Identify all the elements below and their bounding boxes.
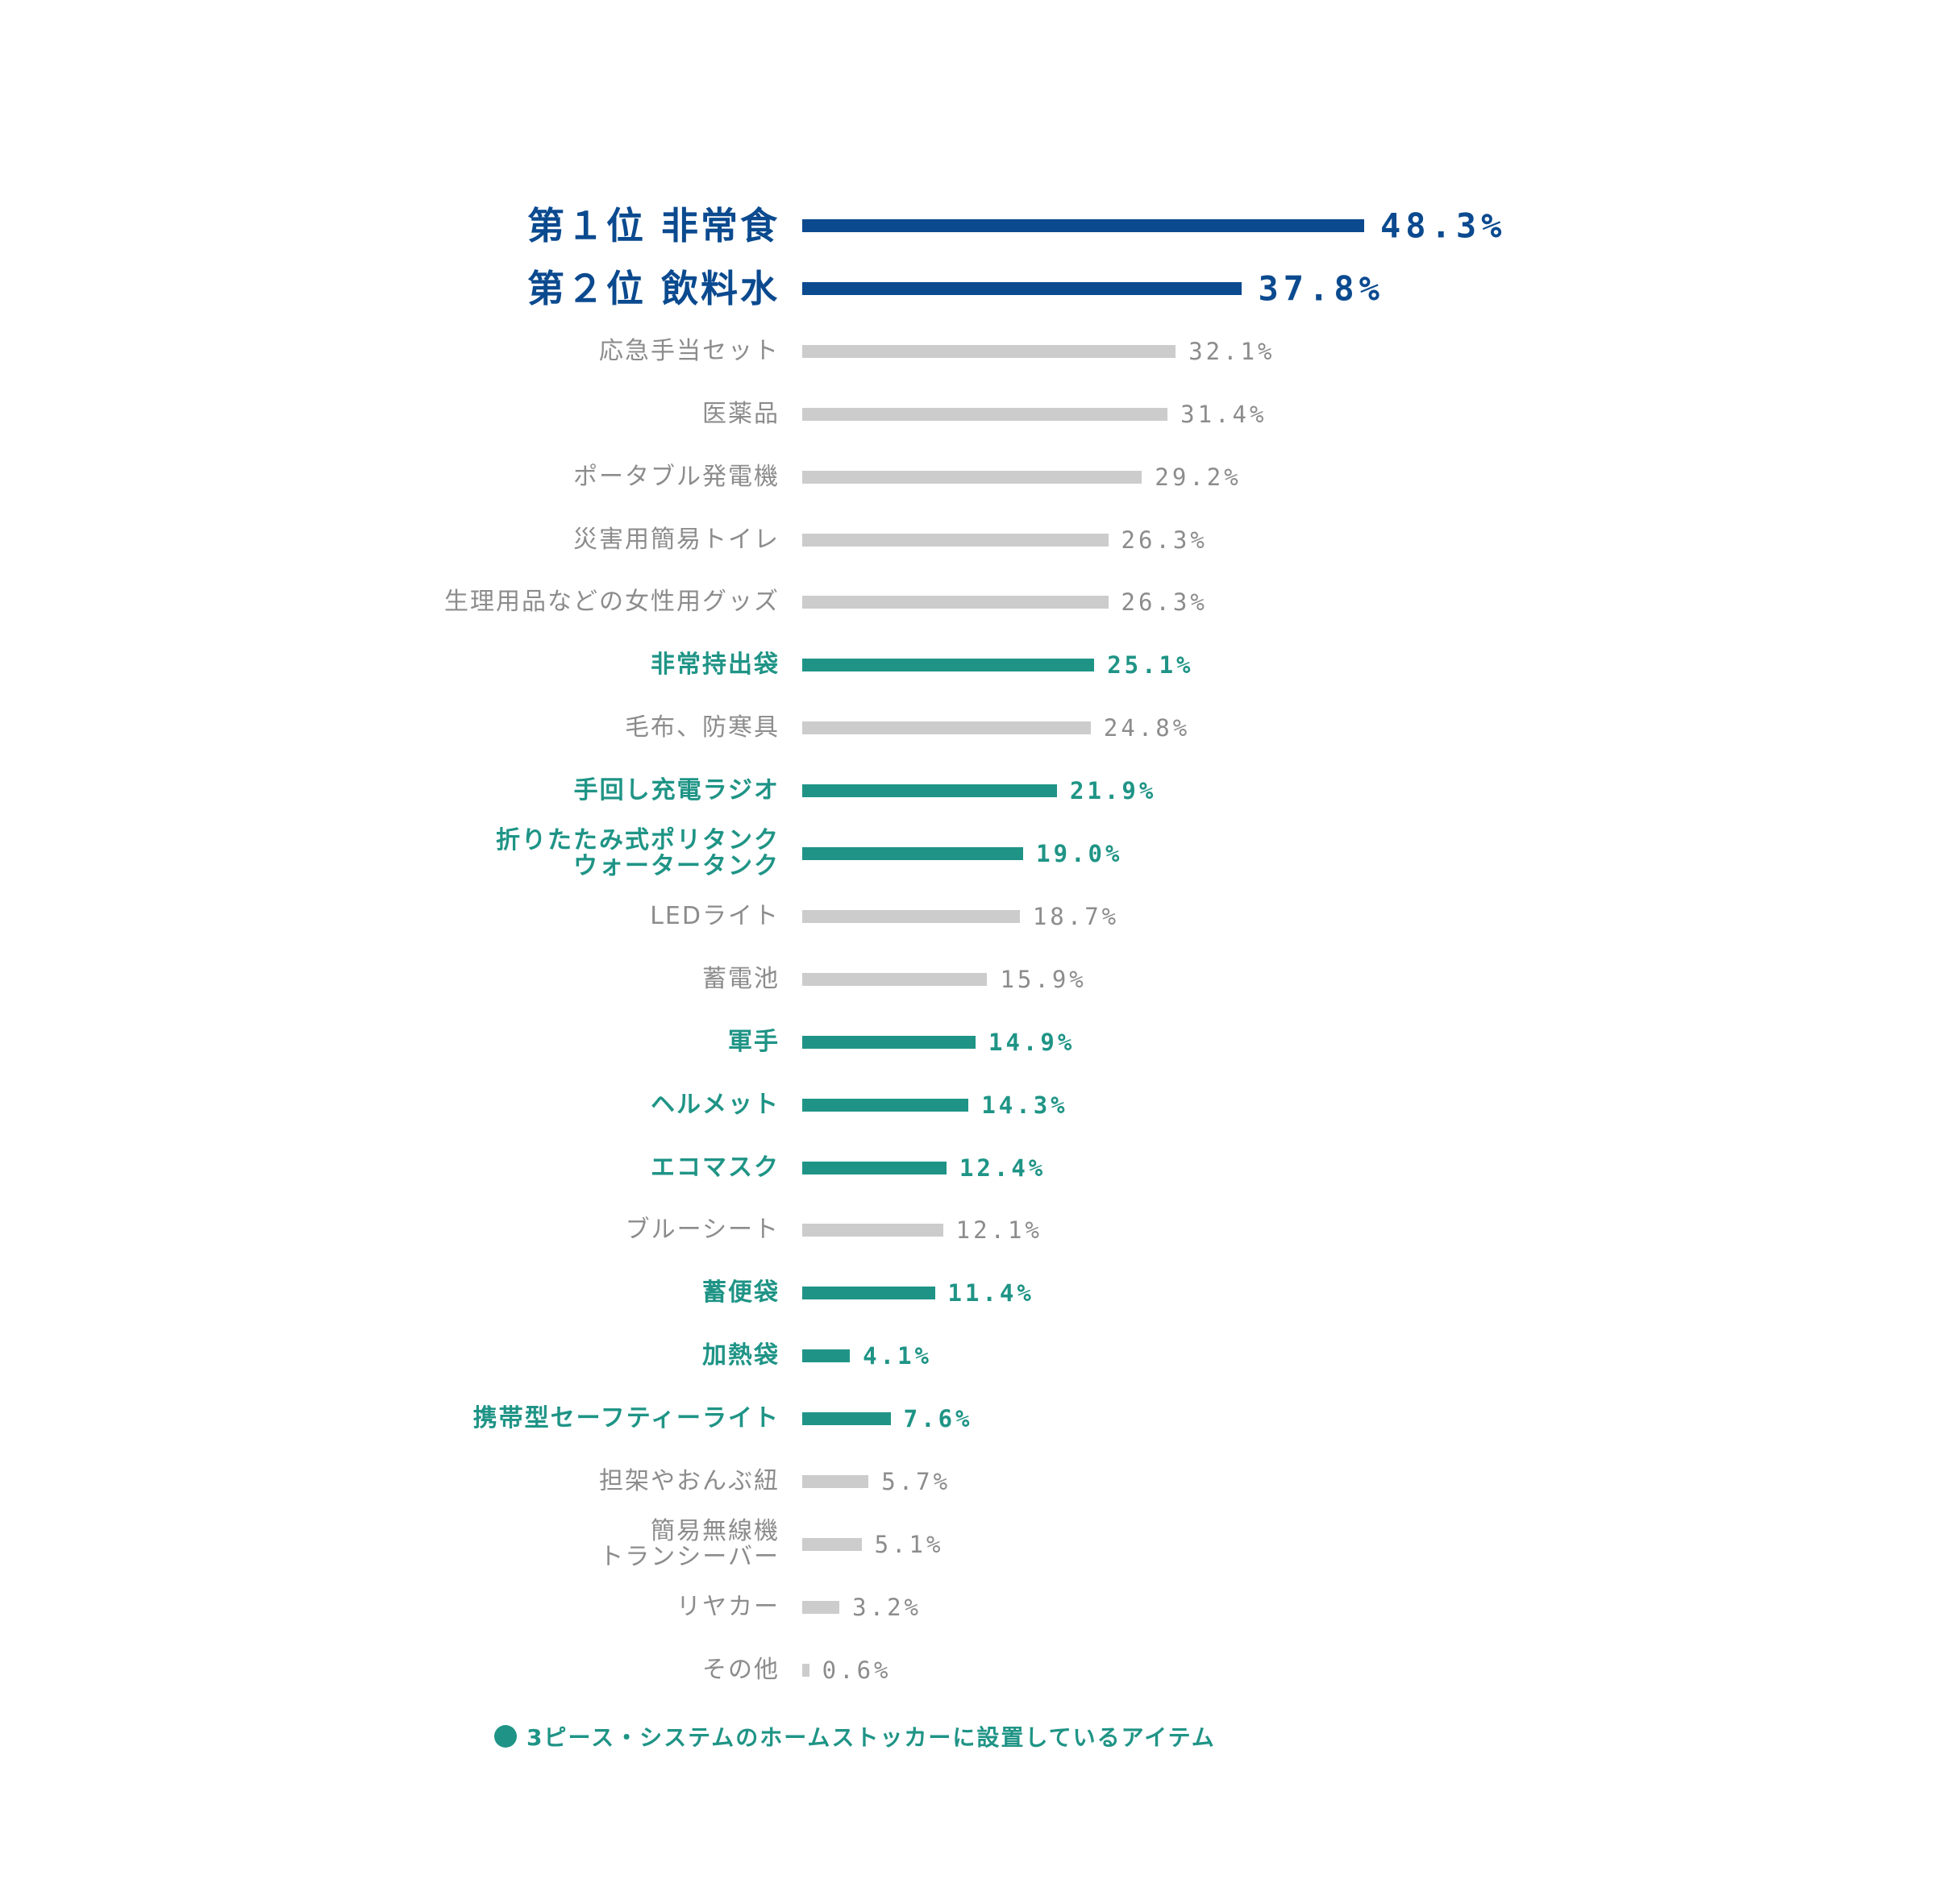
category-label: LEDライト (650, 901, 780, 930)
bar (802, 1600, 840, 1614)
value-label: 4.1% (863, 1342, 932, 1370)
bar (802, 596, 1109, 609)
bar (802, 281, 1242, 295)
value-label: 14.9% (988, 1028, 1076, 1056)
chart-legend: 3ピース・システムのホームストッカーに設置しているアイテム (494, 1720, 1216, 1752)
category-label: 応急手当セット (599, 336, 780, 365)
bar (802, 721, 1091, 735)
category-label: 医薬品 (702, 399, 780, 428)
value-label: 0.6% (822, 1656, 892, 1684)
value-label: 31.4% (1180, 400, 1267, 428)
value-label: 5.7% (881, 1468, 951, 1495)
category-label: 手回し充電ラジオ (573, 776, 780, 805)
value-label: 19.0% (1036, 840, 1123, 867)
bar (802, 470, 1142, 484)
value-label: 12.4% (959, 1154, 1047, 1182)
value-label: 5.1% (874, 1530, 944, 1558)
bar (802, 659, 1095, 672)
bar (802, 1035, 976, 1049)
value-label: 25.1% (1107, 651, 1194, 680)
bar (802, 344, 1176, 358)
category-label: 生理用品などの女性用グッズ (444, 588, 780, 617)
value-label: 21.9% (1070, 777, 1157, 805)
legend-label: 3ピース・システムのホームストッカーに設置しているアイテム (526, 1724, 1216, 1751)
bar (802, 407, 1168, 421)
legend-dot-icon (494, 1725, 517, 1748)
bar (802, 1412, 891, 1426)
bar (802, 972, 988, 986)
value-label: 48.3% (1380, 206, 1507, 246)
bar (802, 1098, 969, 1112)
bar (802, 533, 1109, 547)
category-label: 加熱袋 (702, 1341, 780, 1370)
bar (802, 909, 1020, 923)
bar (802, 1475, 869, 1488)
category-label: ブルーシート (625, 1216, 780, 1245)
value-label: 11.4% (947, 1279, 1034, 1307)
value-label: 24.8% (1103, 714, 1191, 742)
category-label: 毛布、防寒具 (625, 713, 780, 742)
bar (802, 219, 1364, 232)
category-label: 担架やおんぶ紐 (599, 1467, 780, 1495)
bar (802, 1663, 809, 1677)
bar (802, 847, 1024, 860)
value-label: 26.3% (1121, 526, 1208, 554)
category-label: エコマスク (651, 1153, 780, 1182)
category-label: 携帯型セーフティーライト (472, 1404, 780, 1433)
value-label: 37.8% (1258, 268, 1384, 309)
value-label: 12.1% (955, 1216, 1042, 1245)
category-label: 第２位 飲料水 (526, 266, 780, 310)
category-label: 蓄便袋 (702, 1278, 780, 1307)
value-label: 18.7% (1032, 902, 1120, 930)
category-label: リヤカー (676, 1592, 780, 1621)
value-label: 29.2% (1155, 463, 1242, 491)
bar (802, 1349, 851, 1363)
category-label: 第１位 非常食 (526, 204, 780, 247)
value-label: 26.3% (1121, 588, 1208, 617)
bar (802, 1287, 935, 1300)
category-label: 災害用簡易トイレ (573, 525, 780, 554)
bar (802, 784, 1058, 798)
value-label: 32.1% (1188, 337, 1275, 365)
category-label: ポータブル発電機 (573, 462, 780, 491)
bar (802, 1161, 947, 1174)
category-label: 軍手 (728, 1027, 780, 1056)
bar (802, 1224, 943, 1237)
category-label: その他 (702, 1655, 780, 1684)
category-label: ヘルメット (651, 1090, 780, 1119)
value-label: 15.9% (1000, 965, 1087, 993)
bar (802, 1537, 862, 1551)
value-label: 14.3% (981, 1091, 1068, 1119)
category-label: 簡易無線機 トランシーバー (599, 1516, 780, 1571)
category-label: 蓄電池 (702, 964, 780, 993)
category-label: 折りたたみ式ポリタンク ウォータータンク (496, 826, 780, 880)
value-label: 7.6% (903, 1405, 973, 1433)
value-label: 3.2% (852, 1593, 922, 1621)
category-label: 非常持出袋 (651, 651, 780, 680)
